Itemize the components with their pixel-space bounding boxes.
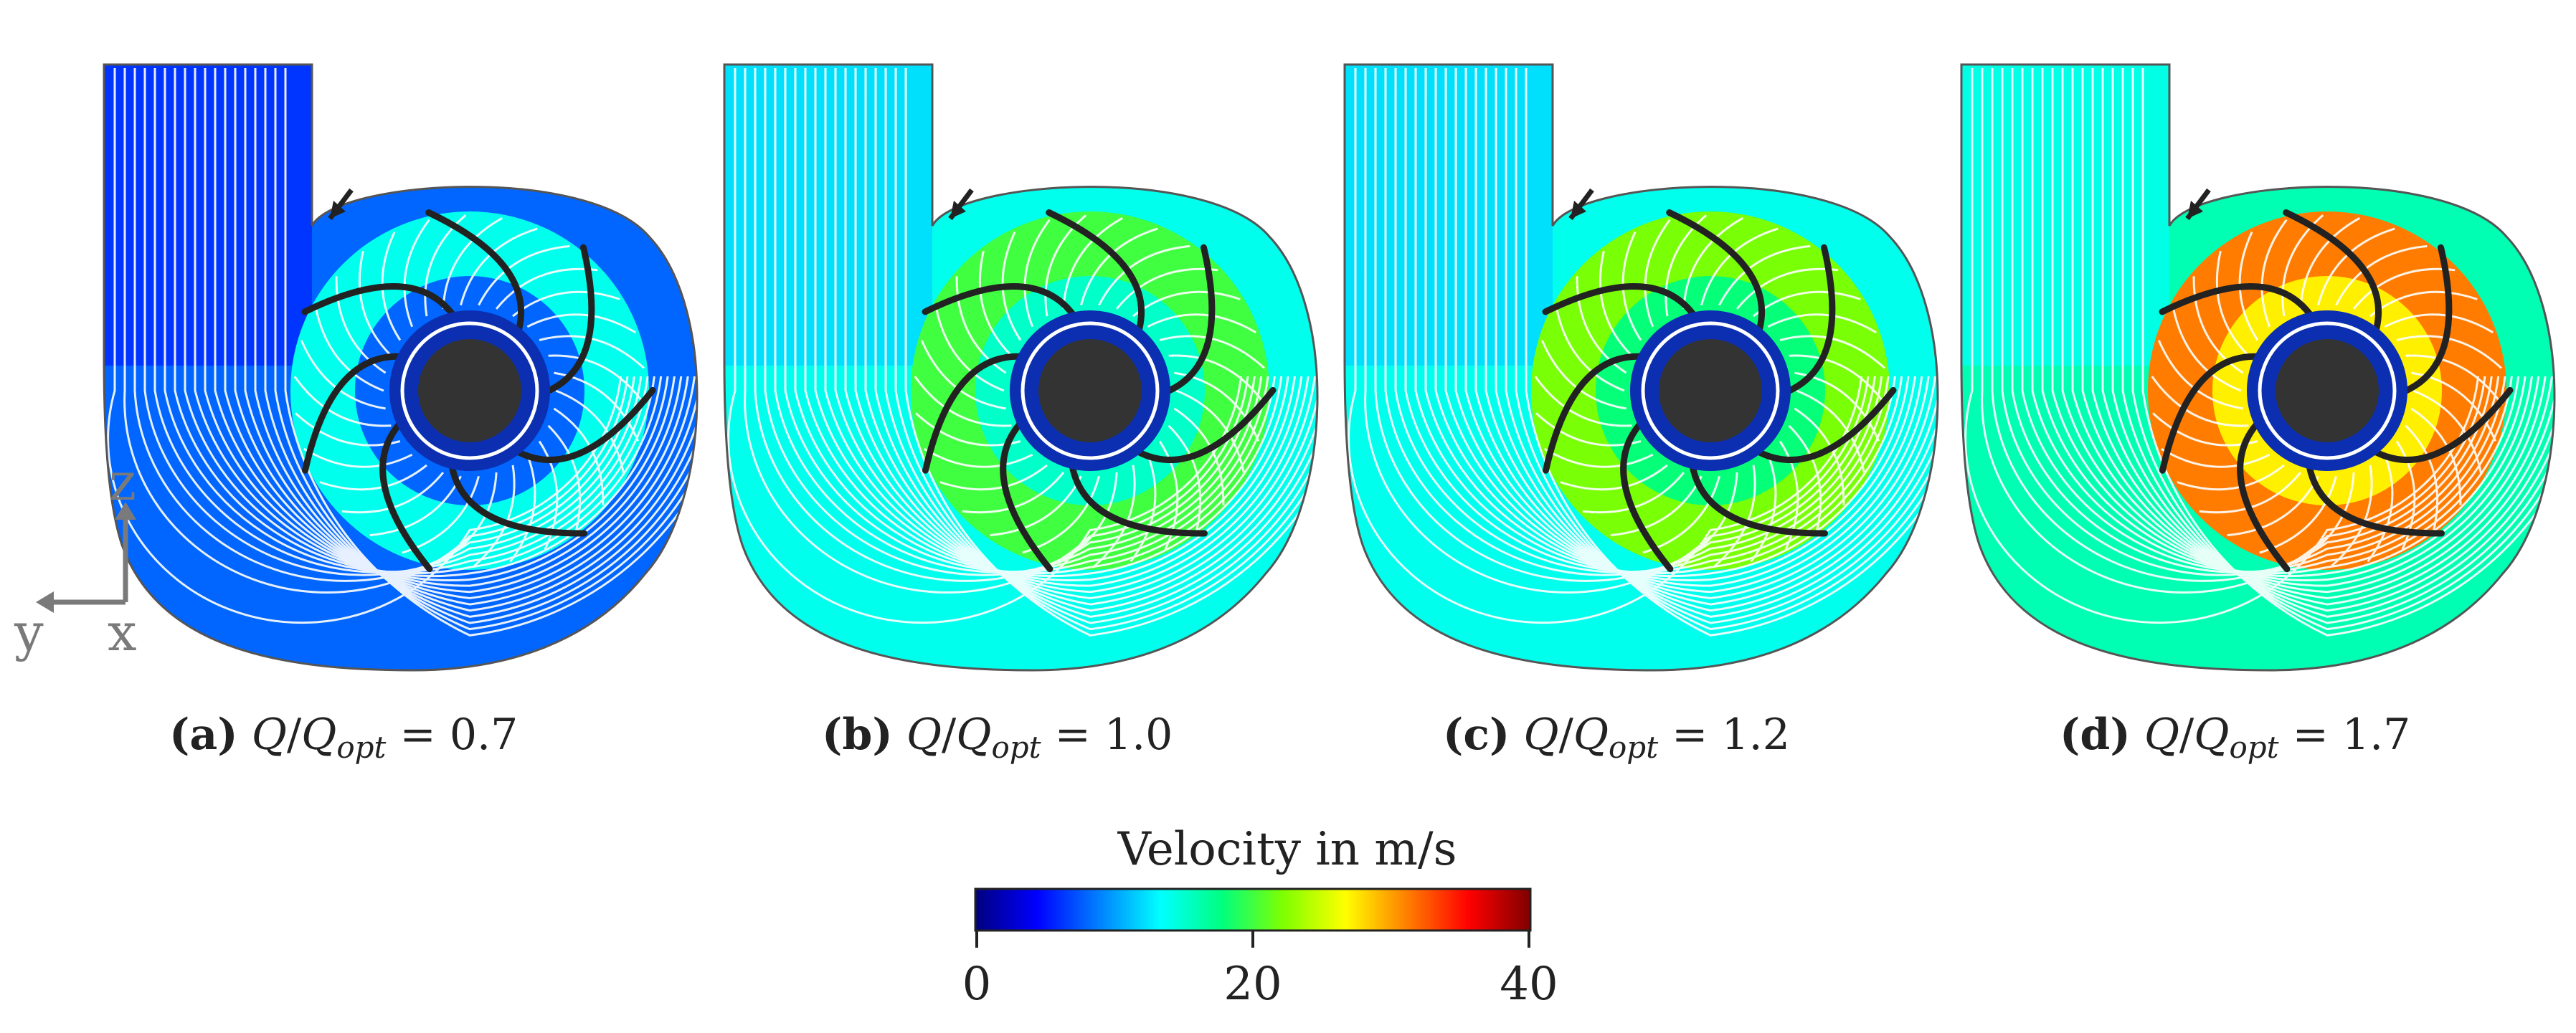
caption-c-q: Q [1523, 710, 1559, 760]
panels-layer [103, 63, 2556, 672]
colorbar-label-0: 0 [962, 958, 992, 1011]
caption-c-qopt: Q [1573, 710, 1609, 760]
hub-c [1659, 339, 1762, 442]
casing-outline-c [1343, 63, 1939, 672]
caption-a-q: Q [251, 710, 287, 760]
axis-label-y: y [14, 602, 44, 662]
arrow-head-icon [2187, 201, 2203, 219]
hub-a [418, 339, 521, 442]
blade [302, 353, 402, 474]
blade [1543, 353, 1643, 474]
panel-b [723, 63, 1319, 672]
hub-d [2276, 339, 2379, 442]
caption-c-tag: (c) [1443, 710, 1510, 760]
panel-a [103, 63, 699, 672]
caption-a-value: 0.7 [449, 710, 518, 760]
caption-d-tag: (d) [2060, 710, 2131, 760]
hub-b [1038, 339, 1142, 442]
blade [1786, 244, 1836, 394]
caption-b: (b) Q/Qopt = 1.0 [822, 710, 1173, 765]
blade [1046, 209, 1145, 333]
blade [2237, 422, 2291, 573]
caption-b-qopt: Q [956, 710, 992, 760]
blade [1069, 464, 1208, 537]
blades-d [2159, 209, 2514, 573]
blades-b [922, 209, 1277, 573]
blade [516, 386, 656, 464]
blade [1756, 386, 1897, 464]
casing-outline-a [103, 63, 699, 672]
y-arrow-head-icon [36, 591, 54, 613]
blade [2159, 283, 2313, 318]
blade [1000, 422, 1053, 573]
caption-c-value: 1.2 [1721, 710, 1790, 760]
blade [545, 244, 595, 394]
blade [922, 353, 1023, 474]
arrow-head-icon [950, 201, 966, 219]
blade [1165, 244, 1216, 394]
hub-ring-c [1641, 321, 1780, 460]
arrow-head-icon [330, 201, 346, 219]
caption-d-qopt: Q [2194, 710, 2230, 760]
hub-ring-b [1021, 321, 1160, 460]
blade [1542, 283, 1696, 318]
caption-d-q: Q [2144, 710, 2180, 760]
caption-b-tag: (b) [822, 710, 893, 760]
caption-b-value: 1.0 [1104, 710, 1173, 760]
blade [922, 283, 1076, 318]
colorbar [974, 887, 1532, 932]
colorbar-title: Velocity in m/s [1117, 823, 1457, 876]
blade [449, 464, 587, 537]
blades-c [1542, 209, 1897, 573]
caption-a-qopt: Q [301, 710, 337, 760]
caption-a-sub: opt [336, 730, 387, 765]
caption-c: (c) Q/Qopt = 1.2 [1443, 710, 1790, 765]
blade [379, 422, 433, 573]
outlet-duct-b [724, 65, 932, 366]
blade [301, 283, 455, 318]
streamlines-c [1348, 68, 1938, 637]
blade [2402, 244, 2453, 394]
casing-outline-d [1960, 63, 2556, 672]
blade [2373, 386, 2514, 464]
colorbar-label-20: 20 [1223, 958, 1282, 1011]
blade [425, 209, 525, 333]
blade [1666, 209, 1766, 333]
outlet-duct-d [1961, 65, 2169, 366]
axes-triad [36, 502, 136, 613]
caption-b-sub: opt [991, 730, 1041, 765]
outlet-duct-c [1345, 65, 1553, 366]
caption-d-value: 1.7 [2341, 710, 2411, 760]
blade [2283, 209, 2382, 333]
blade [1690, 464, 1828, 537]
blade [2306, 464, 2445, 537]
caption-d: (d) Q/Qopt = 1.7 [2060, 710, 2411, 765]
z-arrow-head-icon [115, 502, 136, 520]
blade [2159, 353, 2260, 474]
axis-label-z: z [109, 452, 136, 512]
outlet-duct-a [104, 65, 312, 366]
panel-c [1343, 63, 1939, 672]
blades-a [301, 209, 656, 573]
caption-d-sub: opt [2229, 730, 2279, 765]
arrow-head-icon [1571, 201, 1586, 219]
casing-outline-b [723, 63, 1319, 672]
caption-a: (a) Q/Qopt = 0.7 [169, 710, 518, 765]
caption-c-sub: opt [1609, 730, 1659, 765]
colorbar-label-40: 40 [1500, 958, 1558, 1011]
caption-b-q: Q [906, 710, 942, 760]
panel-d [1960, 63, 2556, 672]
axis-label-x: x [108, 602, 137, 662]
blade [1136, 386, 1277, 464]
caption-a-tag: (a) [169, 710, 238, 760]
blade [1620, 422, 1674, 573]
hub-ring-a [400, 321, 539, 460]
hub-ring-d [2258, 321, 2397, 460]
